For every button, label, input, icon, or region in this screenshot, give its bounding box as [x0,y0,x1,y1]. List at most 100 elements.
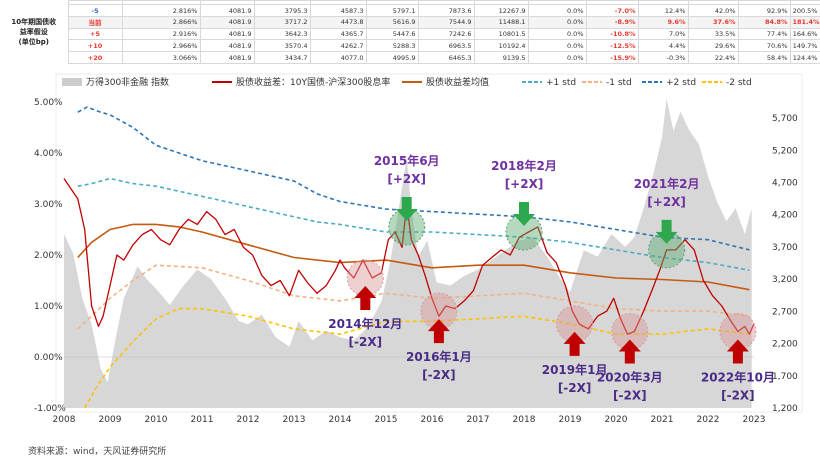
table-cell: 3642.3 [253,27,311,41]
arrow-up-icon [563,331,586,356]
annotation-date: 2015年6月 [374,153,440,168]
table-cell: 7.0% [637,27,689,41]
legend-label: -2 std [726,78,752,88]
arrow-up-icon [427,319,450,344]
table-cell: 12267.9 [473,4,529,17]
annotation-date: 2022年10月 [701,370,775,385]
legend-swatch [62,78,82,86]
table-cell: 11488.1 [473,16,529,29]
annotation-tag: [+2X] [505,177,544,191]
x-tick-label: 2015 [375,415,398,425]
table-cell: 4077.0 [309,51,367,64]
table-row: +10 2.966% 4081.9 3570.4 4262.7 5288.3 6963.5 1… [0,39,820,53]
table-cell: 33.5% [687,27,739,41]
table-cell: 0.0% [527,4,587,17]
annotation-date: 2016年1月 [406,349,472,364]
annotation-date: 2021年2月 [634,176,700,191]
annotation-low: 2014年12月 [-2X] [328,259,402,349]
y-right-tick-label: 2,200 [772,340,798,350]
table-cell: 42.0% [687,4,739,17]
x-tick-label: 2023 [743,415,766,425]
table-cell: 5288.3 [365,39,419,53]
y-right-tick-label: 3,200 [772,275,798,285]
annotation-tag: [-2X] [349,335,383,349]
plus2-std-line [77,106,750,251]
table-cell: 3717.2 [253,16,311,29]
annotation-tag: [-2X] [422,368,456,382]
table-cell: 10801.5 [473,27,529,41]
y-right-tick-label: 4,200 [772,211,798,221]
table-cell: 22.4% [687,51,739,64]
index-area [64,98,752,409]
table-cell: 4081.9 [199,16,255,29]
table-cell: 3570.4 [253,39,311,53]
x-tick-label: 2010 [145,415,168,425]
table-cell: 4081.9 [199,51,255,64]
table-cell: -15.9% [585,51,639,64]
y-left-tick-label: 0.00% [34,353,63,363]
arrow-down-icon [655,219,678,244]
table-title-line: 益率假设 [19,28,48,36]
table-cell: 6465.3 [417,51,475,64]
table-row: 当前 2.866% 4081.9 3717.2 4473.8 5616.9 7544.9 11… [0,16,820,29]
annotation-low: 2019年1月 [-2X] [542,305,608,395]
table-cell: -7.0% [585,4,639,17]
y-left-tick-label: -1.00% [34,404,66,414]
x-tick-label: 2022 [697,415,720,425]
annotation-tag: [+2X] [387,172,426,186]
x-tick-label: 2019 [559,415,582,425]
x-tick-label: 2017 [467,415,490,425]
row-label: +5 [67,27,123,41]
minus2-std-line [84,307,750,409]
x-tick-label: 2014 [329,415,352,425]
annotation-date: 2018年2月 [491,158,557,173]
legend-label: +1 std [546,78,576,88]
table-cell: 3434.7 [253,51,311,64]
table-cell: 0.0% [527,51,587,64]
legend-label: 万得300非金融 指数 [86,76,169,88]
table-cell: 12.4% [637,4,689,17]
x-tick-label: 2008 [53,415,76,425]
spread-line [63,178,755,335]
y-right-tick-label: 3,700 [772,243,798,253]
table-cell: 2.966% [121,39,201,53]
annotation-date: 2020年3月 [597,370,663,385]
table-title: 10年期国债收 益率假设 (单位bp) [0,0,68,64]
annotation-low: 2020年3月 [-2X] [597,313,663,403]
row-label: +10 [67,39,123,53]
annotation-tag: [+2X] [647,195,686,209]
plus1-std-line [77,177,750,272]
table-cell: 70.6% [737,39,791,53]
arrow-down-icon [395,196,418,221]
y-left-tick-label: 4.00% [34,149,63,159]
table-cell: 10192.4 [473,39,529,53]
y-right-tick-label: 1,700 [772,372,798,382]
y-right-tick-label: 5,200 [772,146,798,156]
x-tick-label: 2013 [283,415,306,425]
arrow-down-icon [513,202,535,227]
x-tick-label: 2009 [99,415,122,425]
table-cell: 2.816% [121,4,201,17]
table-row: +20 3.066% 4081.9 3434.7 4077.0 4995.9 6465.3 9… [0,51,820,64]
row-label: 当前 [67,16,123,29]
table-cell: 4081.9 [199,39,255,53]
arrow-up-icon [726,339,749,364]
y-right-tick-label: 2,700 [772,307,798,317]
table-cell: -10.8% [585,27,639,41]
table-cell: 2.916% [121,27,201,41]
annotation-date: 2019年1月 [542,362,608,377]
y-left-tick-label: 2.00% [34,251,63,261]
table-cell: 181.4% [789,16,820,29]
table-cell: 3795.3 [253,4,311,17]
chart-legend: 万得300非金融 指数 股债收益差：10Y国债-沪深300股息率 股债收益差均值 +1… [62,76,752,88]
legend-label: 股债收益差：10Y国债-沪深300股息率 [236,76,390,88]
annotation-date: 2014年12月 [328,316,402,331]
annotation-tag: [-2X] [721,389,755,403]
x-tick-label: 2011 [191,415,214,425]
table-cell: 4995.9 [365,51,419,64]
table-cell: 84.8% [737,16,791,29]
table-row: +5 2.916% 4081.9 3642.3 4365.7 5447.6 7242.6 10… [0,27,820,41]
annotation-low: 2022年10月 [-2X] [701,313,775,403]
y-left-tick-label: 3.00% [34,200,63,210]
table-cell: 4365.7 [309,27,367,41]
